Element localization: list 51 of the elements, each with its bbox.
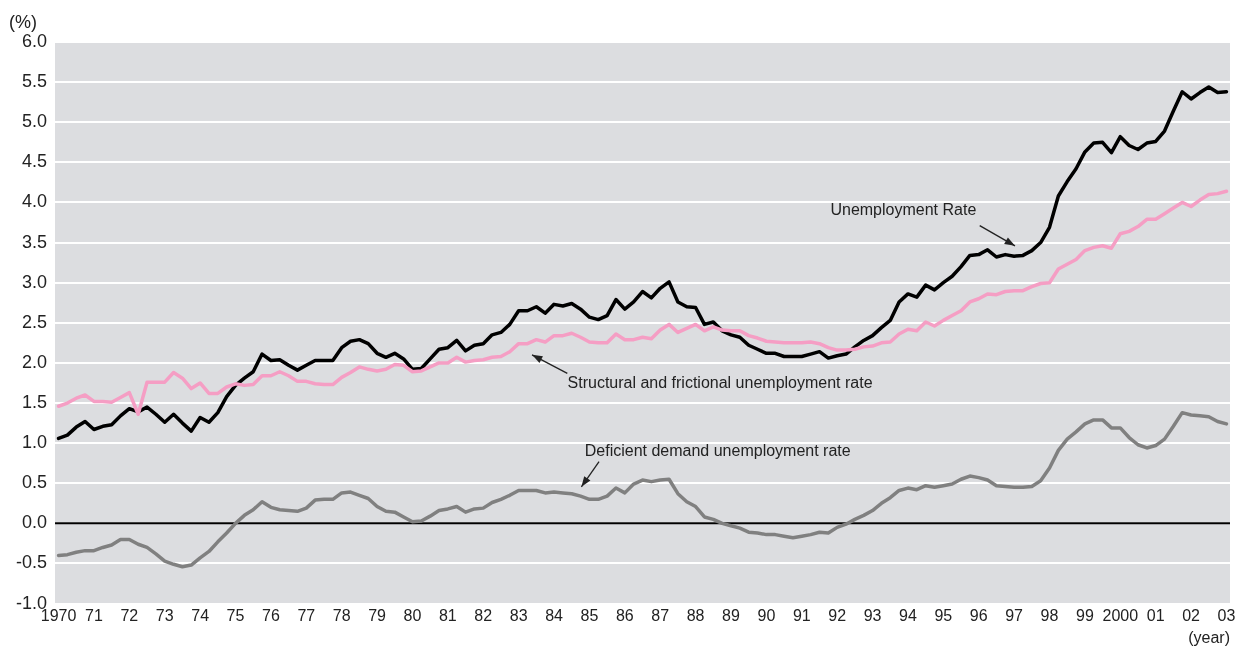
- annotation: Unemployment Rate: [830, 200, 977, 218]
- x-tick-label: 83: [509, 606, 528, 624]
- x-axis-title: (year): [1188, 628, 1230, 646]
- x-tick-label: 73: [155, 606, 174, 624]
- x-tick-label: 90: [757, 606, 776, 624]
- x-tick-label: 84: [545, 606, 564, 624]
- x-tick-label: 81: [438, 606, 457, 624]
- y-tick-label: 4.5: [21, 151, 48, 172]
- x-tick-label: 92: [828, 606, 847, 624]
- y-tick-label: 5.0: [21, 111, 48, 132]
- x-tick-label: 79: [368, 606, 387, 624]
- x-tick-label: 75: [226, 606, 245, 624]
- x-tick-label: 03: [1217, 606, 1236, 624]
- y-tick-label: 1.0: [21, 432, 48, 453]
- x-tick-label: 85: [580, 606, 599, 624]
- annotation: Structural and frictional unemployment rate: [567, 373, 873, 391]
- y-tick-label: 3.0: [21, 271, 48, 292]
- x-tick-label: 72: [120, 606, 139, 624]
- x-tick-label: 02: [1182, 606, 1201, 624]
- x-tick-label: 86: [615, 606, 634, 624]
- x-tick-label: 78: [332, 606, 351, 624]
- x-tick-label: 88: [686, 606, 705, 624]
- x-tick-label: 80: [403, 606, 422, 624]
- x-tick-label: 2000: [1102, 606, 1139, 624]
- x-tick-label: 74: [191, 606, 210, 624]
- y-tick-label: 0.0: [21, 512, 48, 533]
- x-tick-label: 98: [1040, 606, 1059, 624]
- x-tick-label: 89: [722, 606, 740, 624]
- annotation: Deficient demand unemployment rate: [584, 441, 851, 459]
- x-tick-label: 87: [651, 606, 670, 624]
- x-tick-label: 76: [262, 606, 280, 624]
- x-tick-label: 71: [85, 606, 103, 624]
- x-tick-label: 94: [899, 606, 917, 624]
- y-tick-label: 0.5: [21, 472, 48, 493]
- x-tick-label: 97: [1005, 606, 1024, 624]
- y-tick-label: 4.0: [21, 191, 48, 212]
- x-tick-label: 99: [1076, 606, 1094, 624]
- x-tick-label: 93: [863, 606, 882, 624]
- x-tick-label: 96: [969, 606, 988, 624]
- x-tick-label: 91: [792, 606, 811, 624]
- y-tick-label: -0.5: [15, 552, 48, 573]
- y-tick-label: 5.5: [21, 71, 48, 92]
- y-tick-label: 2.0: [21, 351, 48, 372]
- y-tick-label: 2.5: [21, 311, 48, 332]
- y-axis-title: (%): [9, 11, 38, 32]
- y-tick-label: 3.5: [21, 231, 48, 252]
- y-tick-label: 1.5: [21, 392, 48, 412]
- x-tick-label: 77: [297, 606, 316, 624]
- x-tick-label: 82: [474, 606, 493, 624]
- x-tick-label: 01: [1146, 606, 1165, 624]
- x-tick-label: 95: [934, 606, 953, 624]
